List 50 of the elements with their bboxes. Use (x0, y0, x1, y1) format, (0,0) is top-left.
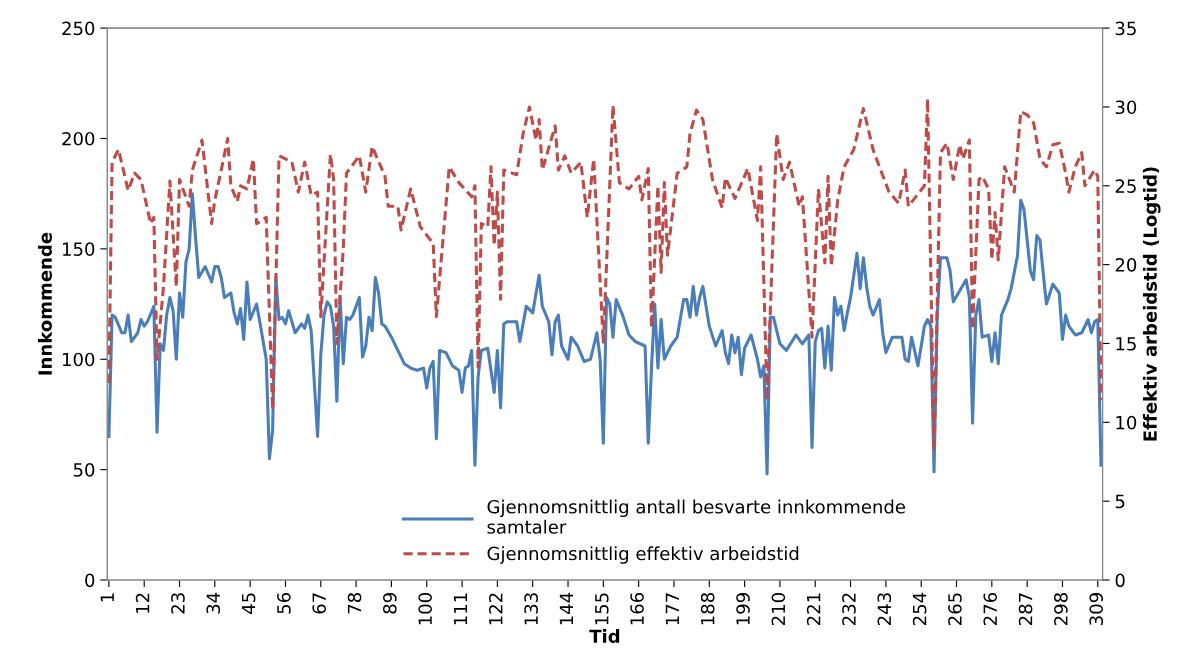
x-tick-label: 100 (418, 593, 432, 625)
x-tick-label: 243 (877, 593, 892, 625)
line-series (107, 192, 1103, 476)
x-tick-label: 309 (1089, 593, 1104, 625)
x-tick-label: 12 (135, 593, 150, 613)
x-tick-label: 89 (383, 593, 397, 614)
legend-label: Gjennomsnittlig antall besvarte innkommende samtaler (487, 499, 905, 534)
legend-label: Gjennomsnittlig effektiv arbeidstid (487, 546, 799, 564)
x-tick-label: 67 (312, 593, 327, 614)
x-tick-label: 78 (347, 593, 362, 614)
x-tick-label: 155 (595, 593, 609, 625)
x-tick-label: 122 (488, 593, 503, 625)
y2-tick-label: 10 (1116, 415, 1137, 430)
y-tick-label: 50 (73, 463, 95, 477)
x-tick-label: 287 (1018, 593, 1033, 625)
x-tick-label: 1 (100, 593, 114, 602)
y2-tick-label: 30 (1115, 100, 1137, 115)
x-tick-label: 254 (912, 592, 927, 625)
x-tick-label: 133 (524, 593, 538, 625)
y-tick-label: 200 (62, 131, 95, 146)
x-tick-label: 265 (948, 593, 962, 625)
x-tick-label: 177 (665, 593, 679, 625)
y-tick-label: 100 (62, 352, 95, 367)
x-tick-label: 210 (771, 593, 786, 625)
x-tick-label: 199 (736, 593, 750, 625)
y2-axis-title: Effektiv arbeidstid (Logtid) (1142, 167, 1161, 441)
y2-tick-label: 5 (1115, 494, 1125, 509)
x-tick-label: 56 (277, 592, 291, 614)
y2-tick-label: 0 (1115, 573, 1125, 588)
x-tick-label: 298 (1054, 593, 1068, 625)
x-tick-label: 34 (206, 592, 221, 614)
x-axis-title: Tid (589, 629, 620, 644)
y-axis-title: Innkommende (37, 232, 52, 375)
x-tick-label: 144 (559, 592, 573, 625)
x-tick-label: 221 (806, 593, 821, 625)
x-tick-label: 111 (453, 593, 468, 625)
x-tick-label: 276 (983, 592, 998, 625)
x-tick-label: 166 (630, 592, 644, 625)
y-tick-label: 0 (85, 573, 95, 588)
y2-tick-label: 15 (1116, 337, 1136, 351)
x-tick-label: 232 (842, 593, 856, 625)
line-series (107, 97, 1103, 453)
y2-tick-label: 35 (1115, 21, 1136, 36)
y2-tick-label: 25 (1115, 179, 1136, 193)
x-tick-label: 23 (171, 593, 185, 614)
x-tick-label: 45 (241, 593, 256, 614)
y-tick-label: 250 (62, 21, 95, 36)
y-tick-label: 150 (62, 242, 95, 256)
x-tick-label: 188 (700, 593, 715, 625)
y2-tick-label: 20 (1115, 258, 1137, 272)
